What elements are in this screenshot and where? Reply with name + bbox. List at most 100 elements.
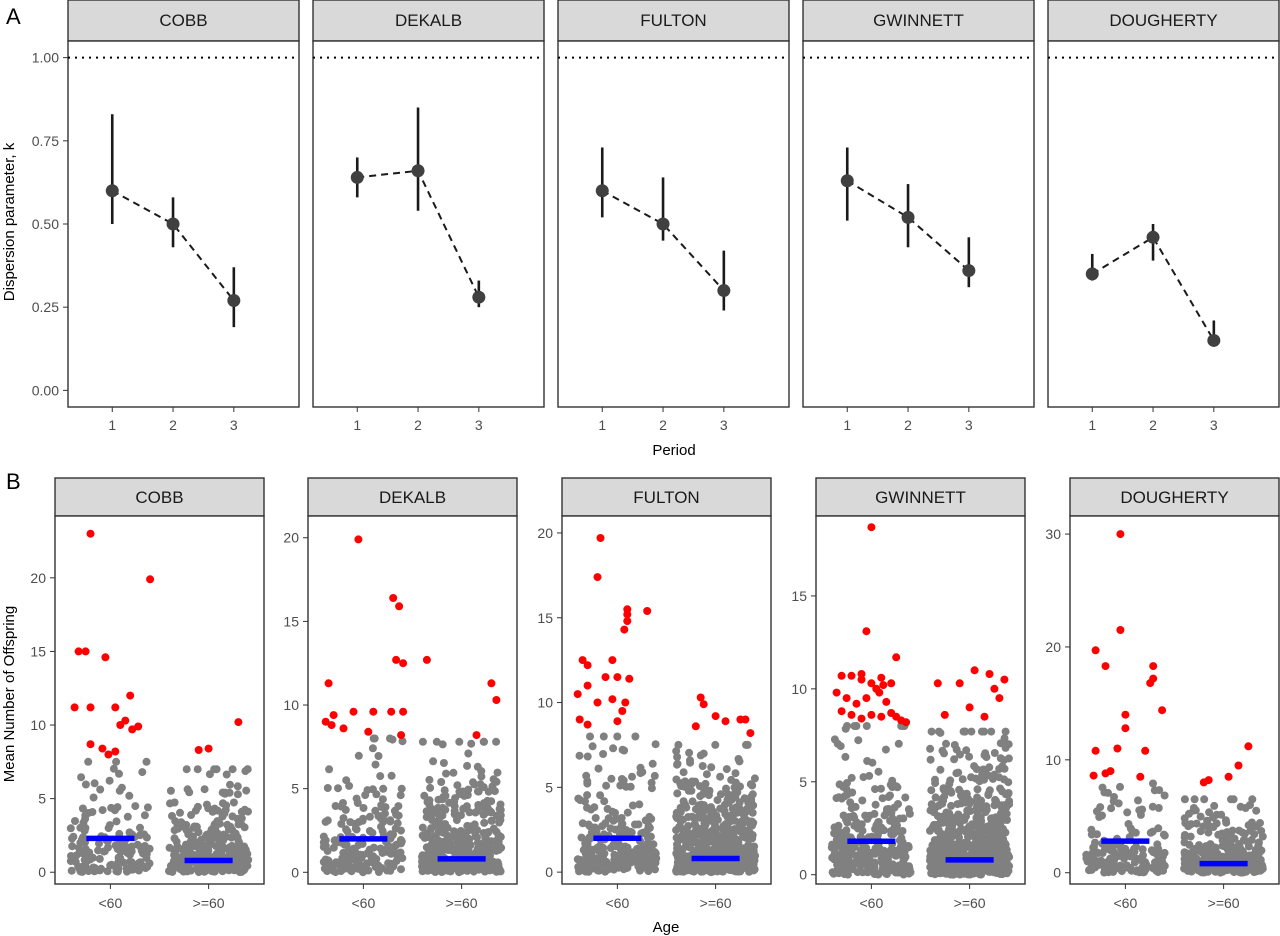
gray-point [705, 786, 714, 795]
gray-point [224, 862, 233, 871]
gray-point [450, 806, 459, 815]
red-point [643, 607, 652, 615]
gray-point [967, 727, 976, 736]
gray-point [394, 802, 403, 811]
red-point [575, 715, 584, 724]
gray-point [166, 799, 174, 808]
gray-point [899, 814, 908, 823]
gray-point [473, 806, 482, 815]
gray-point [586, 732, 594, 741]
red-point [980, 712, 989, 721]
red-point [601, 673, 610, 682]
gray-point [684, 841, 693, 850]
gray-point [1123, 808, 1132, 817]
gray-point [876, 826, 885, 835]
gray-point [1204, 828, 1213, 837]
point-a-cobb-2 [166, 217, 180, 231]
gray-point [854, 736, 863, 745]
gray-point [1116, 782, 1124, 791]
y-tick-label-b-cobb-15: 15 [30, 643, 46, 659]
red-point [583, 681, 592, 690]
gray-point [225, 788, 234, 797]
y-tick-label-b-gwinnett-15: 15 [791, 588, 807, 604]
gray-point [122, 843, 131, 852]
gray-point [344, 847, 353, 855]
red-point [101, 653, 110, 662]
gray-point [331, 802, 340, 810]
gray-point [1159, 866, 1168, 875]
gray-point [484, 787, 493, 796]
gray-point [936, 765, 945, 774]
gray-point [492, 737, 501, 746]
gray-point [838, 852, 846, 861]
red-point [422, 655, 431, 664]
gray-point [1004, 740, 1013, 749]
gray-point [352, 794, 361, 803]
gray-point [1258, 864, 1267, 873]
gray-point [695, 813, 704, 822]
red-point [349, 707, 358, 716]
gray-point [425, 775, 434, 784]
gray-point [431, 821, 440, 830]
gray-point [138, 768, 147, 777]
gray-point [397, 865, 405, 874]
gray-point [431, 868, 440, 876]
gray-point [901, 793, 910, 802]
gray-point [618, 745, 627, 754]
gray-point [197, 835, 206, 844]
gray-point [1138, 805, 1147, 814]
gray-point [187, 811, 196, 819]
trend-line-a-cobb [111, 189, 235, 302]
gray-point [740, 828, 749, 837]
gray-point [226, 780, 234, 789]
gray-point [614, 826, 623, 835]
gray-point [479, 737, 488, 746]
gray-point [748, 821, 757, 830]
red-point [583, 661, 592, 670]
gray-point [125, 791, 134, 800]
gray-point [1003, 790, 1012, 798]
x-tick-label-a-dekalb-1: 1 [353, 417, 361, 433]
gray-point [990, 749, 999, 757]
gray-point [457, 811, 465, 820]
gray-point [953, 800, 962, 809]
gray-point [202, 800, 211, 809]
strip-label-b-fulton: FULTON [633, 488, 699, 507]
gray-point [956, 866, 965, 875]
gray-point [89, 793, 98, 802]
gray-point [711, 862, 720, 870]
red-point [1141, 746, 1150, 755]
gray-point [1095, 813, 1104, 821]
gray-point [843, 722, 852, 730]
red-point [392, 655, 401, 664]
gray-point [105, 776, 114, 785]
gray-point [434, 809, 442, 818]
gray-point [948, 826, 957, 835]
gray-point [701, 834, 710, 843]
gray-point [714, 833, 723, 842]
gray-point [1189, 804, 1198, 812]
gray-point [208, 866, 217, 875]
trend-line-a-gwinnett [846, 179, 970, 272]
gray-point [346, 818, 355, 827]
x-tick-label-a-fulton-1: 1 [598, 417, 606, 433]
red-point [487, 679, 496, 688]
gray-point [442, 769, 450, 778]
gray-point [747, 855, 756, 864]
gray-point [987, 819, 996, 828]
gray-point [940, 792, 949, 801]
gray-point [81, 814, 90, 823]
gray-point [848, 865, 857, 874]
gray-point [1196, 812, 1205, 821]
gray-point [143, 862, 152, 871]
gray-point [365, 812, 374, 821]
gray-point [379, 784, 388, 793]
strip-a-dougherty [1047, 0, 1280, 42]
gray-point [377, 801, 386, 810]
gray-point [166, 861, 175, 870]
x-tick-label-a-cobb-1: 1 [108, 417, 116, 433]
red-point [1091, 646, 1100, 655]
gray-point [200, 785, 209, 794]
gray-point [389, 848, 398, 857]
gray-point [994, 815, 1003, 823]
